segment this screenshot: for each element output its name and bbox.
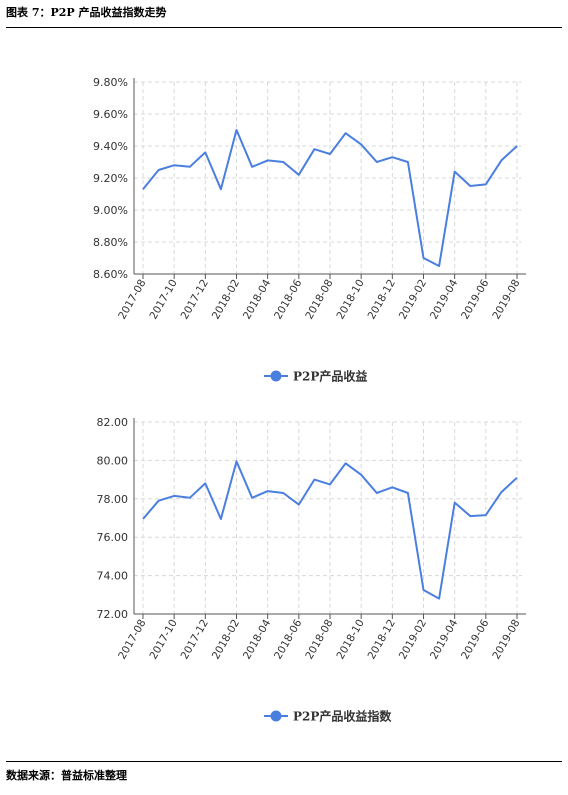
y-tick-label: 9.00% — [93, 204, 128, 217]
y-tick-label: 80.00 — [97, 454, 129, 467]
legend-swatch-marker — [270, 710, 282, 722]
bottom-rule — [6, 761, 562, 762]
x-tick-label: 2017-12 — [179, 618, 211, 662]
x-tick-label: 2018-04 — [241, 617, 273, 661]
x-tick-label: 2018-02 — [210, 278, 242, 322]
x-tick-label: 2018-12 — [366, 278, 398, 322]
x-tick-label: 2019-02 — [397, 618, 429, 662]
x-tick-label: 2018-02 — [210, 618, 242, 662]
x-tick-label: 2018-08 — [303, 618, 335, 662]
legend: P2P产品收益 — [264, 369, 367, 384]
series-line — [142, 129, 518, 267]
y-tick-label: 9.20% — [93, 172, 128, 185]
y-tick-label: 9.40% — [93, 140, 128, 153]
x-tick-label: 2018-10 — [334, 278, 366, 322]
y-tick-label: 9.80% — [93, 76, 128, 89]
legend: P2P产品收益指数 — [264, 709, 392, 724]
series-line — [142, 460, 518, 600]
yield-line-chart: 8.60% 8.80% 9.00% 9.20% 9.40% 9.60% 9.80% 2017-… — [93, 76, 526, 384]
y-tick-label: 76.00 — [97, 531, 129, 544]
x-tick-label: 2019-06 — [459, 617, 491, 661]
x-tick-label: 2017-12 — [179, 278, 211, 322]
x-tick-label: 2018-10 — [334, 618, 366, 662]
data-source-note: 数据来源：普益标准整理 — [6, 769, 127, 782]
x-tick-label: 2019-04 — [428, 617, 460, 661]
legend-label: P2P产品收益指数 — [293, 709, 392, 724]
y-tick-label: 82.00 — [97, 416, 129, 429]
y-tick-label: 78.00 — [97, 493, 129, 506]
y-tick-label: 8.80% — [93, 236, 128, 249]
x-tick-label: 2017-08 — [116, 618, 148, 662]
x-tick-label: 2019-02 — [397, 278, 429, 322]
x-tick-label: 2019-04 — [428, 277, 460, 321]
y-tick-label: 8.60% — [93, 268, 128, 281]
legend-swatch-marker — [270, 370, 282, 382]
yield-index-line-chart: 72.0074.0076.0078.0080.0082.002017-08201… — [97, 416, 526, 724]
x-tick-label: 2017-10 — [147, 618, 179, 662]
x-tick-label: 2019-06 — [459, 277, 491, 321]
x-tick-label: 2017-08 — [116, 278, 148, 322]
x-tick-label: 2018-06 — [272, 277, 304, 321]
x-tick-label: 2018-04 — [241, 277, 273, 321]
legend-label: P2P产品收益 — [293, 369, 367, 384]
y-tick-label: 74.00 — [97, 570, 129, 583]
x-tick-label: 2019-08 — [490, 278, 522, 322]
x-tick-label: 2017-10 — [147, 278, 179, 322]
x-tick-label: 2019-08 — [490, 618, 522, 662]
x-tick-label: 2018-12 — [366, 618, 398, 662]
y-tick-label: 72.00 — [97, 608, 129, 621]
x-tick-label: 2018-06 — [272, 617, 304, 661]
x-tick-label: 2018-08 — [303, 278, 335, 322]
top-rule — [6, 27, 562, 28]
y-tick-label: 9.60% — [93, 108, 128, 121]
figure-title: 图表 7：P2P 产品收益指数走势 — [6, 6, 167, 19]
